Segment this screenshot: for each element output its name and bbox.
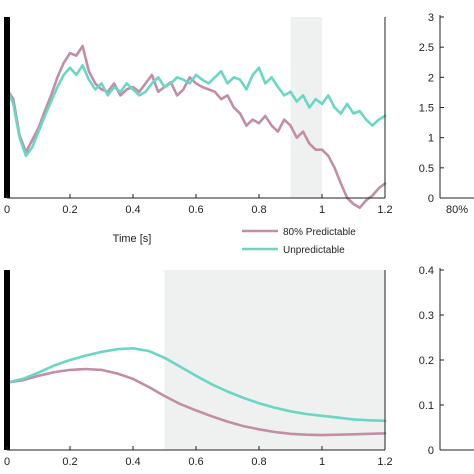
top-right-y-ticks: 0 0.5 1 1.5 2 2.5 3 bbox=[419, 12, 444, 205]
tl-x-tick-label: 0.8 bbox=[251, 204, 266, 216]
br-y-tick-label: 0.1 bbox=[419, 400, 434, 412]
top-left-line-chart: 0 0.2 0.4 0.6 0.8 1 1.2 Time [s] bbox=[4, 17, 393, 245]
bottom-left-shaded-window bbox=[164, 270, 385, 450]
br-y-tick-label: 0.4 bbox=[419, 265, 434, 277]
bl-x-tick-label: 0.8 bbox=[251, 456, 266, 468]
tl-series-line-unpredictable bbox=[5, 64, 387, 158]
top-right-bar-chart: 0 0.5 1 1.5 2 2.5 3 80% bbox=[419, 12, 474, 216]
bl-series-line-predictable bbox=[5, 367, 387, 437]
bl-series-line-unpredictable bbox=[5, 346, 387, 423]
legend-label-predictable: 80% Predictable bbox=[283, 227, 356, 238]
tr-y-tick-label: 1.5 bbox=[419, 103, 434, 115]
tr-y-tick-label: 3 bbox=[428, 12, 434, 24]
bottom-left-onset-bar bbox=[4, 270, 10, 450]
tl-x-tick-label: 1.2 bbox=[377, 204, 392, 216]
tr-y-tick-label: 0.5 bbox=[419, 163, 434, 175]
tr-y-tick-label: 0 bbox=[428, 193, 434, 205]
top-left-series-lines bbox=[5, 44, 387, 209]
bl-x-tick-label: 1.2 bbox=[377, 456, 392, 468]
top-right-category-label: 80% bbox=[446, 204, 468, 216]
bottom-left-line-chart: 0 0.2 0.4 0.6 0.8 1 1.2 bbox=[4, 270, 393, 468]
bottom-left-x-ticks: 0 0.2 0.4 0.6 0.8 1 1.2 bbox=[4, 446, 393, 468]
bottom-right-bar-chart: 0 0.1 0.2 0.3 0.4 bbox=[419, 265, 474, 457]
top-left-x-axis-label: Time [s] bbox=[113, 233, 152, 245]
tl-x-tick-label: 0 bbox=[4, 204, 10, 216]
top-left-onset-bar bbox=[4, 17, 10, 198]
top-left-x-ticks: 0 0.2 0.4 0.6 0.8 1 1.2 bbox=[4, 194, 393, 216]
tl-x-tick-label: 1 bbox=[319, 204, 325, 216]
tl-x-tick-label: 0.4 bbox=[125, 204, 140, 216]
bl-x-tick-label: 0.2 bbox=[62, 456, 77, 468]
tl-x-tick-label: 0.6 bbox=[188, 204, 203, 216]
tr-y-tick-label: 2.5 bbox=[419, 42, 434, 54]
tr-y-tick-label: 1 bbox=[428, 133, 434, 145]
br-y-tick-label: 0.3 bbox=[419, 310, 434, 322]
bottom-right-y-ticks: 0 0.1 0.2 0.3 0.4 bbox=[419, 265, 444, 457]
tl-series-line-predictable bbox=[5, 44, 387, 209]
bl-x-tick-label: 0 bbox=[4, 456, 10, 468]
bl-x-tick-label: 0.6 bbox=[188, 456, 203, 468]
legend: 80% Predictable Unpredictable bbox=[242, 227, 356, 256]
bottom-left-series-lines bbox=[5, 346, 387, 437]
tl-x-tick-label: 0.2 bbox=[62, 204, 77, 216]
bl-x-tick-label: 0.4 bbox=[125, 456, 140, 468]
br-y-tick-label: 0 bbox=[428, 445, 434, 457]
tr-y-tick-label: 2 bbox=[428, 72, 434, 84]
br-y-tick-label: 0.2 bbox=[419, 355, 434, 367]
top-left-shaded-window bbox=[290, 17, 322, 198]
legend-label-unpredictable: Unpredictable bbox=[283, 245, 345, 256]
bl-x-tick-label: 1 bbox=[319, 456, 325, 468]
